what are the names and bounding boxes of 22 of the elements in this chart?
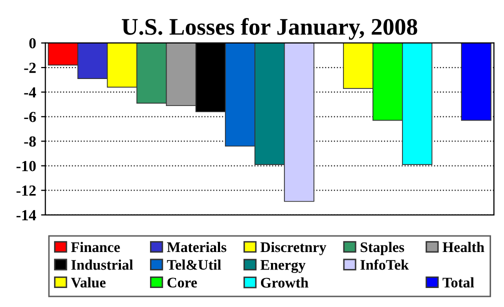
y-tick-label: -10 xyxy=(16,160,36,172)
legend-label: Discretnry xyxy=(260,242,326,256)
y-tick-label: -2 xyxy=(24,62,36,73)
y-tick-label: 0 xyxy=(29,38,36,48)
legend-label: Materials xyxy=(167,242,226,252)
y-tick-label: -4 xyxy=(24,87,36,98)
legend-label: Value xyxy=(70,277,106,288)
y-tick-label: -8 xyxy=(24,136,36,147)
legend-label: Staples xyxy=(360,242,404,256)
legend-label: Tel&Util xyxy=(166,260,222,270)
legend-label: Total xyxy=(442,277,474,288)
y-tick-label: -12 xyxy=(16,186,36,196)
chart-title: U.S. Losses for January, 2008 xyxy=(122,18,418,40)
legend-label: Health xyxy=(442,242,484,252)
legend-label: Energy xyxy=(260,260,306,273)
legend-label: Industrial xyxy=(71,260,133,270)
legend-label: Finance xyxy=(71,242,120,252)
y-tick-label: -6 xyxy=(24,112,36,122)
legend-label: Growth xyxy=(260,277,308,288)
y-tick-label: -14 xyxy=(16,210,36,220)
legend-label: Core xyxy=(167,278,197,288)
legend-label: InfoTek xyxy=(360,259,409,270)
